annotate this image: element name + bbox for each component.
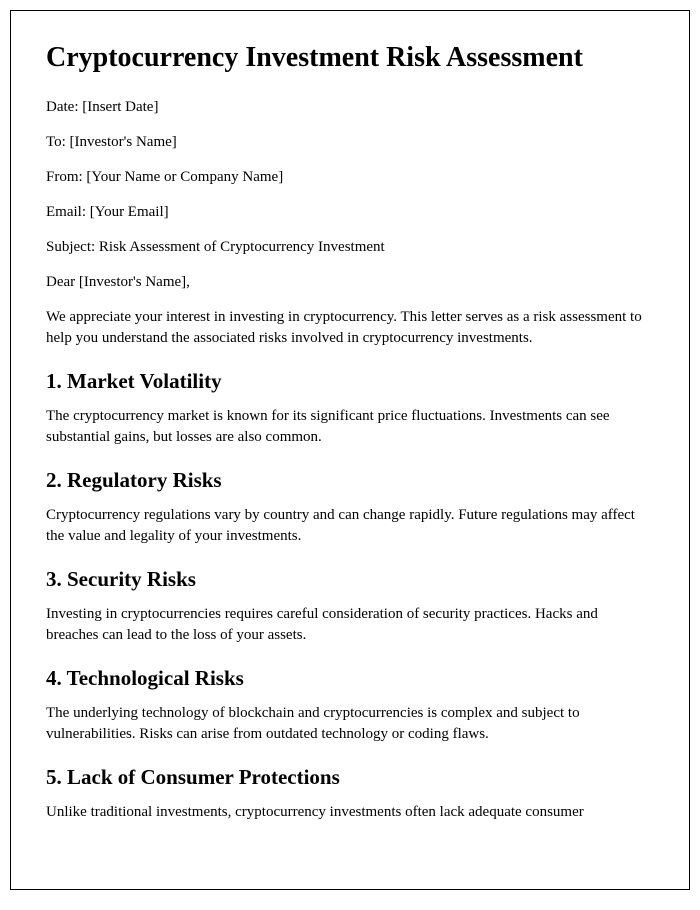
section-body-3: Investing in cryptocurrencies requires c…: [46, 604, 654, 646]
section-body-5: Unlike traditional investments, cryptocu…: [46, 802, 654, 823]
section-body-1: The cryptocurrency market is known for i…: [46, 406, 654, 448]
meta-date: Date: [Insert Date]: [46, 97, 654, 118]
section-heading-1: 1. Market Volatility: [46, 369, 654, 394]
meta-email: Email: [Your Email]: [46, 202, 654, 223]
meta-to: To: [Investor's Name]: [46, 132, 654, 153]
meta-from: From: [Your Name or Company Name]: [46, 167, 654, 188]
document-frame: Cryptocurrency Investment Risk Assessmen…: [10, 10, 690, 890]
intro-paragraph: We appreciate your interest in investing…: [46, 307, 654, 349]
section-heading-5: 5. Lack of Consumer Protections: [46, 765, 654, 790]
salutation: Dear [Investor's Name],: [46, 272, 654, 293]
section-heading-4: 4. Technological Risks: [46, 666, 654, 691]
section-heading-3: 3. Security Risks: [46, 567, 654, 592]
page-title: Cryptocurrency Investment Risk Assessmen…: [46, 41, 654, 75]
section-body-4: The underlying technology of blockchain …: [46, 703, 654, 745]
meta-subject: Subject: Risk Assessment of Cryptocurren…: [46, 237, 654, 258]
section-heading-2: 2. Regulatory Risks: [46, 468, 654, 493]
section-body-2: Cryptocurrency regulations vary by count…: [46, 505, 654, 547]
